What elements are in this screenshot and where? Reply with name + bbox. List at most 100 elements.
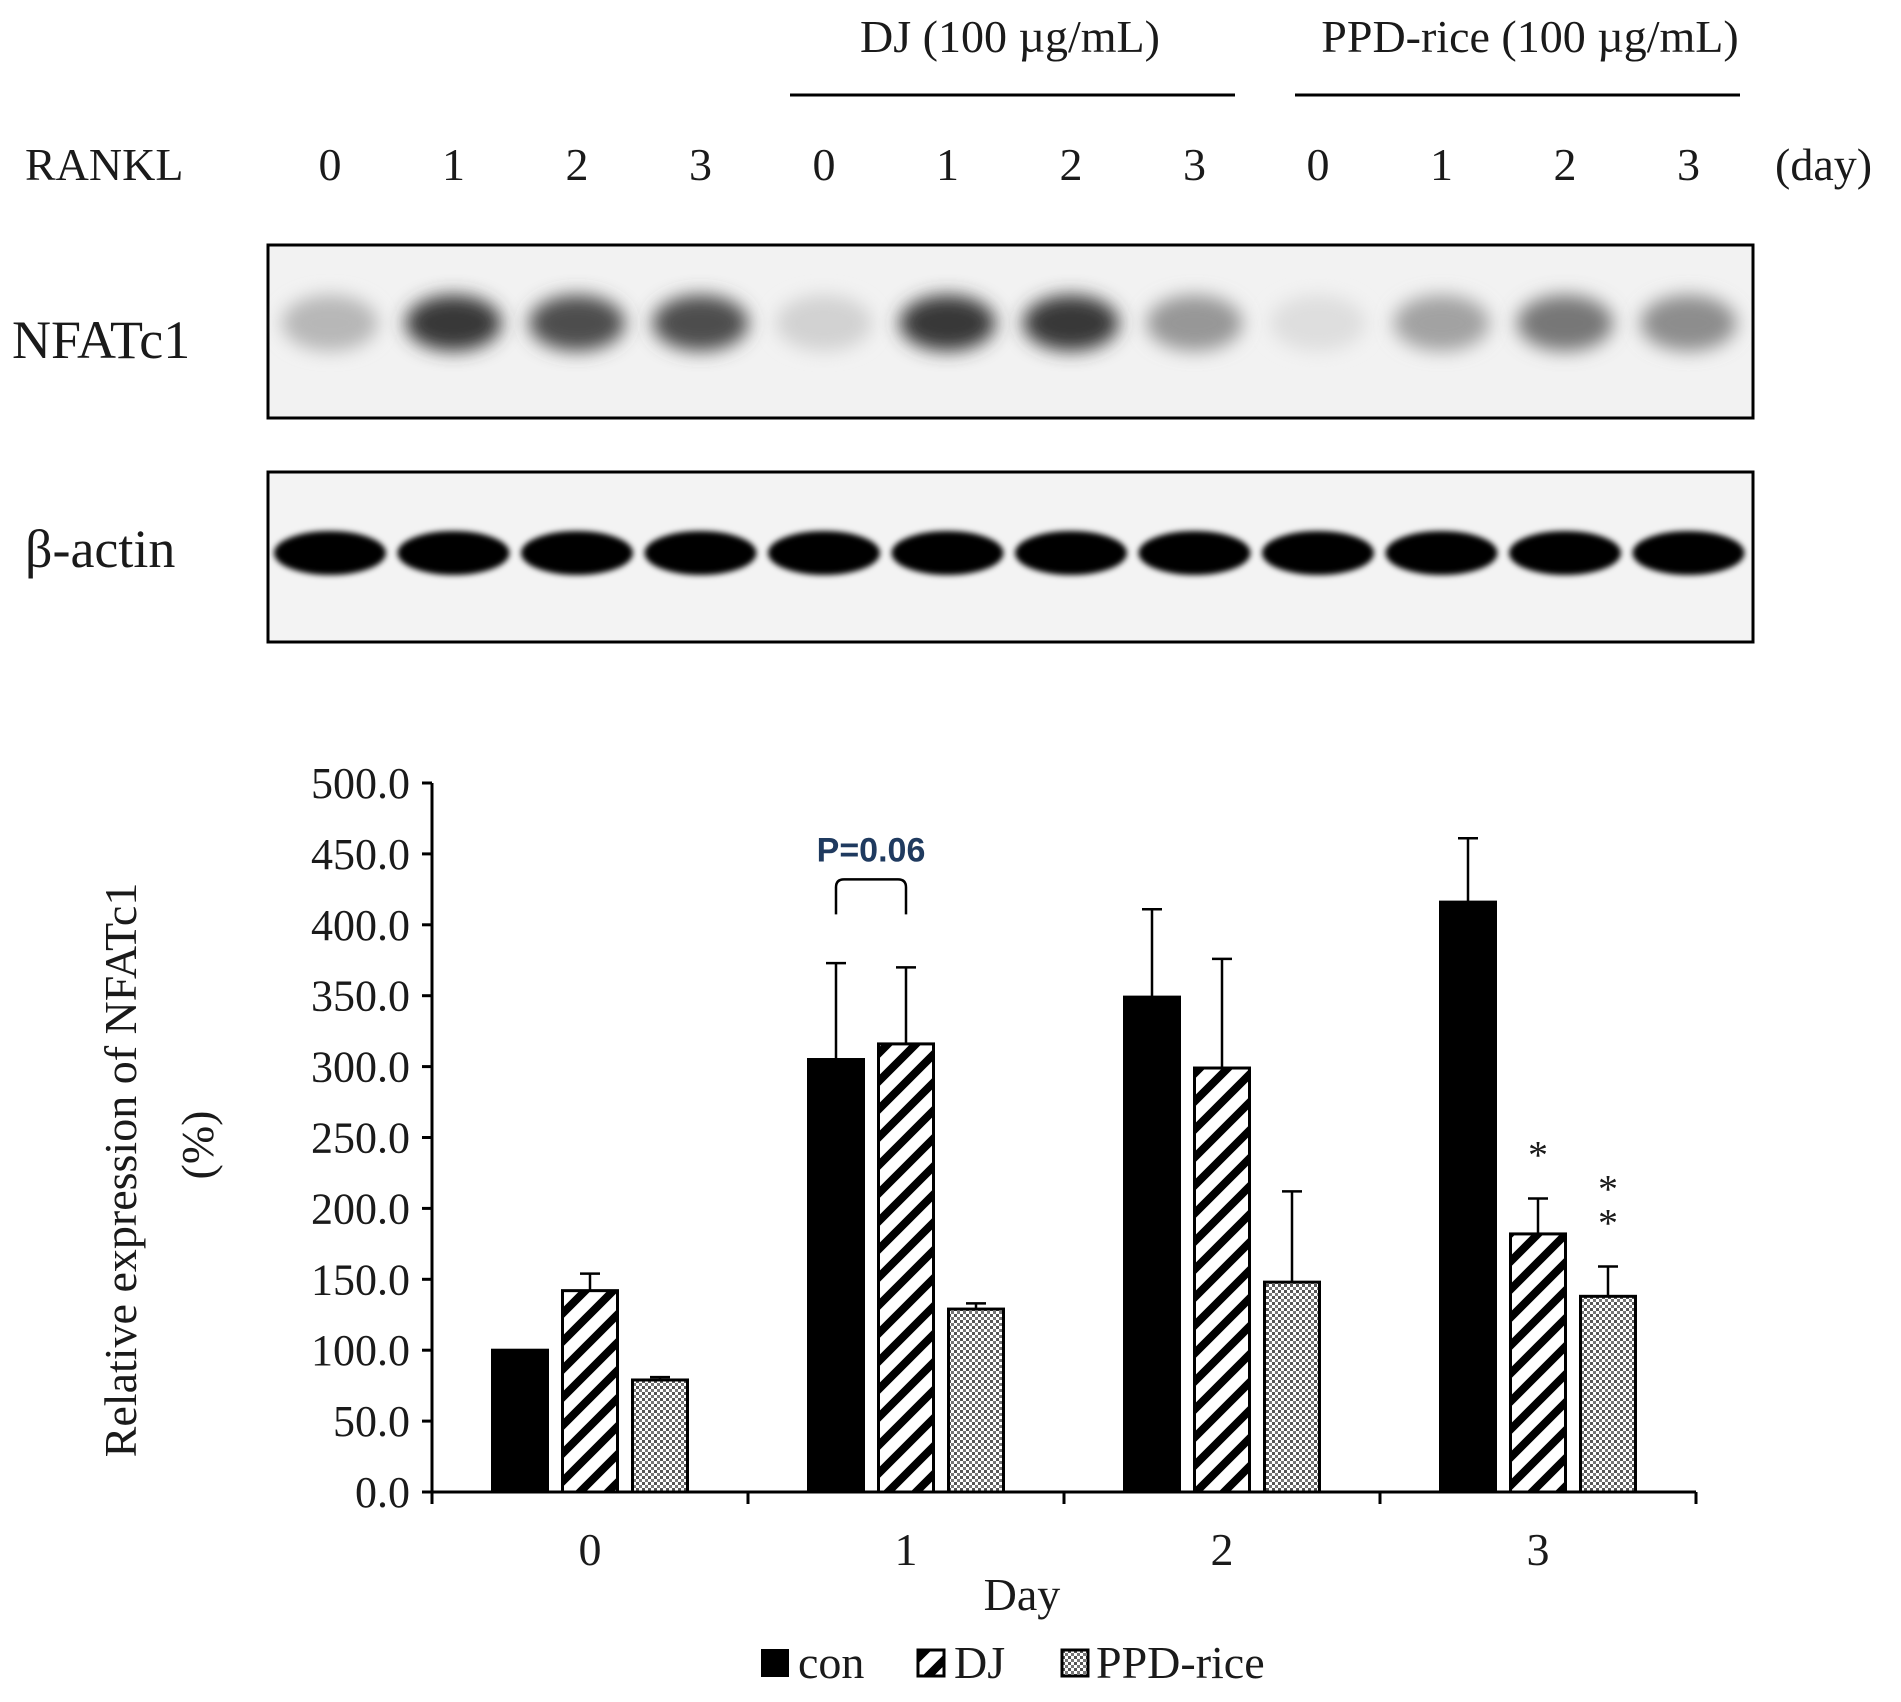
lane-label: 3 — [1183, 139, 1206, 190]
nfatc1-band — [776, 295, 872, 351]
nfatc1-band — [899, 295, 996, 351]
western-blot: DJ (100 µg/mL) PPD-rice (100 µg/mL) RANK… — [12, 11, 1872, 644]
beta-actin-band — [1262, 531, 1374, 575]
nfatc1-bands — [282, 295, 1737, 351]
y-tick-label: 450.0 — [311, 830, 410, 879]
x-tick-label: 2 — [1211, 1524, 1234, 1575]
nfatc1-band — [1146, 295, 1243, 351]
significance-star-glyph: * — [1598, 1167, 1618, 1212]
beta-actin-band — [891, 531, 1004, 575]
blot-group-label-dj: DJ (100 µg/mL) — [860, 11, 1160, 62]
beta-actin-band — [1138, 531, 1251, 575]
beta-actin-blot-panel — [266, 470, 1755, 644]
bar-dj — [1509, 1232, 1567, 1494]
significance-star: * * — [1598, 1167, 1618, 1246]
y-axis-title-unit: (%) — [172, 1111, 223, 1180]
legend-swatch-dj — [916, 1648, 946, 1678]
nfatc1-band — [405, 295, 502, 351]
bar-ppd-rice — [1263, 1280, 1321, 1494]
y-tick-label: 150.0 — [311, 1255, 410, 1304]
beta-actin-band — [397, 531, 510, 575]
significance-bracket — [834, 878, 908, 915]
bar-chart: Relative expression of NFATc1 (%) 0.0 50.… — [95, 759, 1698, 1688]
bar-dj — [561, 1289, 619, 1494]
y-tick-label: 350.0 — [311, 972, 410, 1021]
legend-swatch-ppd-rice — [1060, 1648, 1090, 1678]
lane-label: 1 — [442, 139, 465, 190]
nfatc1-band — [1393, 295, 1490, 351]
rankl-row-label: RANKL — [25, 139, 183, 190]
bar-ppd-rice — [631, 1378, 689, 1494]
bar-dj — [1193, 1066, 1251, 1494]
lane-label: 0 — [1307, 139, 1330, 190]
legend-label-ppd-rice: PPD-rice — [1096, 1637, 1265, 1688]
bar-ppd-rice — [1579, 1294, 1637, 1494]
nfatc1-blot-panel — [266, 243, 1755, 420]
bar-con — [491, 1348, 549, 1494]
x-axis-title: Day — [984, 1569, 1061, 1620]
lane-label: 2 — [1060, 139, 1083, 190]
lane-label: 1 — [1430, 139, 1453, 190]
beta-actin-bands — [274, 531, 1745, 575]
beta-actin-band — [1509, 531, 1621, 575]
lane-label: 2 — [1554, 139, 1577, 190]
bar-series — [491, 837, 1637, 1494]
nfatc1-band — [1640, 295, 1737, 351]
beta-actin-panel-label: β-actin — [25, 519, 175, 579]
x-tick-label: 3 — [1527, 1524, 1550, 1575]
lane-label: 3 — [689, 139, 712, 190]
y-axis-title-line2: (%) — [172, 1111, 223, 1180]
y-tick-label: 200.0 — [311, 1184, 410, 1233]
nfatc1-band — [1270, 295, 1366, 351]
lane-label: 3 — [1677, 139, 1700, 190]
nfatc1-band — [529, 295, 625, 351]
nfatc1-band — [282, 295, 378, 351]
p-value-label: P=0.06 — [817, 831, 926, 869]
nfatc1-band — [1023, 295, 1119, 351]
x-tick-label: 0 — [579, 1524, 602, 1575]
lane-label: 0 — [319, 139, 342, 190]
bar-dj — [877, 1042, 935, 1494]
bar-con — [1123, 995, 1181, 1494]
significance-star-glyph: * — [1598, 1201, 1618, 1246]
beta-actin-band — [1385, 531, 1498, 575]
legend: con DJ PPD-rice — [761, 1637, 1265, 1688]
y-tick-label: 400.0 — [311, 901, 410, 950]
nfatc1-band — [652, 295, 749, 351]
beta-actin-band — [274, 531, 386, 575]
beta-actin-band — [768, 531, 880, 575]
x-tick-label: 1 — [895, 1524, 918, 1575]
y-axis-ticks: 0.0 50.0 100.0 150.0 200.0 250.0 300.0 350.0 400… — [311, 759, 432, 1517]
y-tick-label: 500.0 — [311, 759, 410, 808]
significance-annotations: P=0.06** * — [817, 831, 1618, 1245]
y-tick-label: 100.0 — [311, 1326, 410, 1375]
blot-group-label-ppd-rice: PPD-rice (100 µg/mL) — [1321, 11, 1738, 62]
bar-con — [1439, 900, 1497, 1494]
legend-label-dj: DJ — [954, 1637, 1005, 1688]
lane-label: 0 — [813, 139, 836, 190]
bar-con — [807, 1058, 865, 1494]
legend-swatch-con — [761, 1649, 789, 1677]
y-axis-title-line1: Relative expression of NFATc1 — [95, 883, 146, 1458]
y-tick-label: 0.0 — [355, 1468, 410, 1517]
beta-actin-band — [1632, 531, 1745, 575]
y-axis-title: Relative expression of NFATc1 — [95, 883, 146, 1458]
nfatc1-panel-label: NFATc1 — [12, 310, 190, 370]
y-tick-label: 50.0 — [333, 1397, 410, 1446]
beta-actin-band — [644, 531, 757, 575]
nfatc1-band — [1517, 295, 1613, 351]
y-tick-label: 300.0 — [311, 1043, 410, 1092]
significance-star-glyph: * — [1528, 1132, 1548, 1177]
beta-actin-band — [521, 531, 633, 575]
lane-unit-label: (day) — [1775, 139, 1872, 190]
lane-label: 1 — [936, 139, 959, 190]
y-tick-label: 250.0 — [311, 1114, 410, 1163]
lane-labels: 0 1 2 3 0 1 2 3 0 1 2 3 — [319, 139, 1701, 190]
x-axis-ticks: 0 1 2 3 — [430, 1492, 1698, 1575]
legend-label-con: con — [798, 1637, 864, 1688]
bar-ppd-rice — [947, 1307, 1005, 1494]
beta-actin-band — [1015, 531, 1127, 575]
lane-label: 2 — [566, 139, 589, 190]
significance-star: * — [1528, 1132, 1548, 1177]
